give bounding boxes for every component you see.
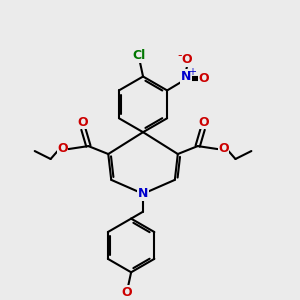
Text: N: N	[181, 70, 191, 83]
Text: Cl: Cl	[132, 49, 146, 62]
Text: O: O	[57, 142, 68, 154]
Text: O: O	[77, 116, 88, 129]
Text: O: O	[199, 72, 209, 85]
Text: +: +	[188, 67, 196, 76]
Text: O: O	[122, 286, 133, 299]
Text: -: -	[178, 49, 182, 62]
Text: O: O	[218, 142, 229, 154]
Text: N: N	[138, 187, 148, 200]
Text: O: O	[182, 53, 192, 66]
Text: O: O	[198, 116, 209, 129]
